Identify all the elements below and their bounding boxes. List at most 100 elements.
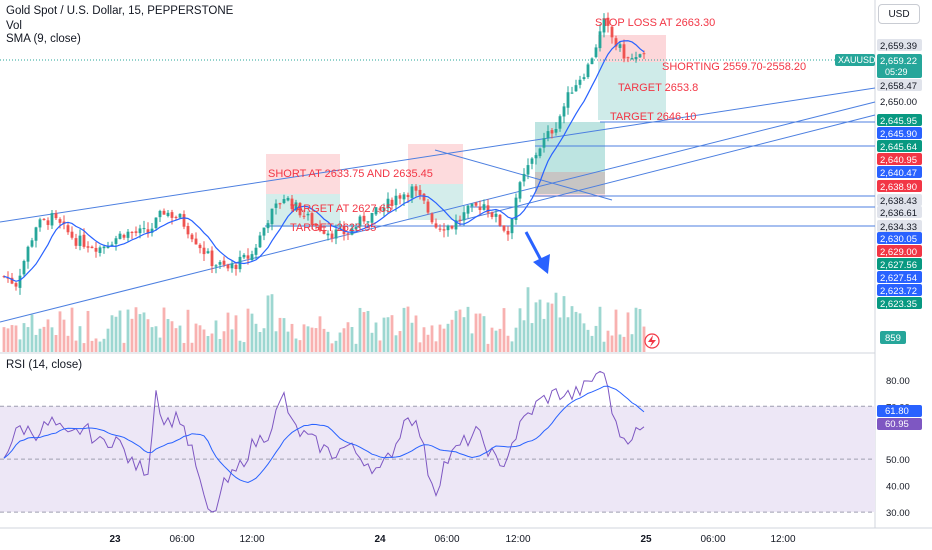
volume-bar [550, 303, 554, 352]
time-axis-label: 23 [109, 534, 121, 545]
volume-bar [586, 329, 590, 352]
volume-bar [314, 328, 318, 352]
volume-bar [18, 339, 22, 352]
price-scale-tag [877, 114, 922, 126]
candle [494, 213, 498, 217]
candle [538, 148, 542, 157]
candle [470, 203, 474, 207]
candle [374, 207, 378, 215]
candle [490, 212, 494, 218]
volume-bar [98, 341, 102, 352]
candle [578, 79, 582, 85]
channel-mid-line [454, 114, 876, 223]
time-axis-label: 12:00 [239, 534, 264, 545]
volume-bar [90, 340, 94, 352]
rsi-tick-label: 50.00 [886, 455, 910, 466]
candle [614, 38, 618, 47]
volume-bar [398, 331, 402, 352]
volume-bar [294, 338, 298, 352]
volume-bar [598, 306, 602, 352]
annotation-label: TARGET 2653.8 [618, 82, 698, 94]
price-scale-label: 2,629.00 [880, 247, 917, 258]
volume-bar [482, 316, 486, 352]
rsi-value-tag [877, 405, 922, 417]
volume-bar [454, 310, 458, 352]
volume-bar [6, 328, 10, 352]
price-scale-tag [877, 245, 922, 257]
candle [642, 53, 646, 55]
annotation-label: TARGET 2646.10 [610, 111, 696, 123]
candle [274, 203, 278, 208]
candle [46, 220, 50, 225]
volume-bar [462, 317, 466, 352]
volume-bar [282, 318, 286, 352]
candle [434, 223, 438, 228]
annotation-label: SHORTING 2559.70-2558.20 [662, 61, 806, 73]
volume-bar [158, 337, 162, 352]
price-scale-tag [877, 127, 922, 139]
volume-bar [438, 324, 442, 352]
candle [346, 233, 350, 235]
volume-bar [262, 328, 266, 352]
price-scale-label: 2,636.61 [880, 208, 917, 219]
volume-bar [2, 327, 6, 352]
volume-bar [506, 335, 510, 352]
volume-bar [450, 319, 454, 352]
volume-bar [570, 306, 574, 352]
candle [454, 220, 458, 230]
volume-bar [42, 326, 46, 352]
volume-bar [66, 335, 70, 352]
candle [142, 228, 146, 230]
candle [122, 234, 126, 238]
candle [174, 216, 178, 218]
candle [130, 231, 134, 233]
candle [534, 155, 538, 159]
candle [102, 246, 106, 249]
candle [22, 261, 26, 275]
volume-bar [242, 342, 246, 352]
candle [442, 229, 446, 231]
volume-bar [142, 312, 146, 352]
candle [306, 213, 310, 216]
stop-zone-1 [266, 154, 340, 194]
volume-bar [422, 327, 426, 352]
price-scale-label: 2,658.47 [880, 81, 917, 92]
volume-bar [270, 294, 274, 352]
candle [258, 235, 262, 248]
volume-bar [630, 334, 634, 352]
volume-bar [14, 325, 18, 352]
volume-bar [30, 314, 34, 352]
time-axis-label: 06:00 [169, 534, 194, 545]
volume-bar [382, 317, 386, 352]
candle [582, 77, 586, 80]
candle [530, 158, 534, 164]
volume-bar [642, 326, 646, 352]
candle [158, 210, 162, 218]
candle [194, 238, 198, 245]
price-scale-label: 2,638.43 [880, 196, 917, 207]
chart-symbol-title: Gold Spot / U.S. Dollar, 15, PEPPERSTONE [6, 5, 234, 17]
volume-legend-label: Vol [6, 20, 22, 32]
candle [106, 246, 110, 249]
candle [202, 247, 206, 255]
candle [190, 234, 194, 240]
volume-bar [566, 317, 570, 352]
candle [502, 225, 506, 231]
candle [482, 204, 486, 210]
candle [214, 265, 218, 267]
candle [74, 238, 78, 246]
stop-zone-2 [408, 144, 463, 184]
volume-bar [190, 342, 194, 352]
candle [546, 131, 550, 139]
candle [406, 194, 410, 198]
candle [558, 116, 562, 129]
volume-bar [22, 323, 26, 352]
candle [114, 238, 118, 244]
volume-bar [514, 327, 518, 352]
candle [50, 213, 54, 226]
currency-button[interactable]: USD [878, 4, 920, 24]
volume-bar [238, 340, 242, 352]
candle [314, 223, 318, 227]
price-scale-tag [877, 194, 922, 206]
